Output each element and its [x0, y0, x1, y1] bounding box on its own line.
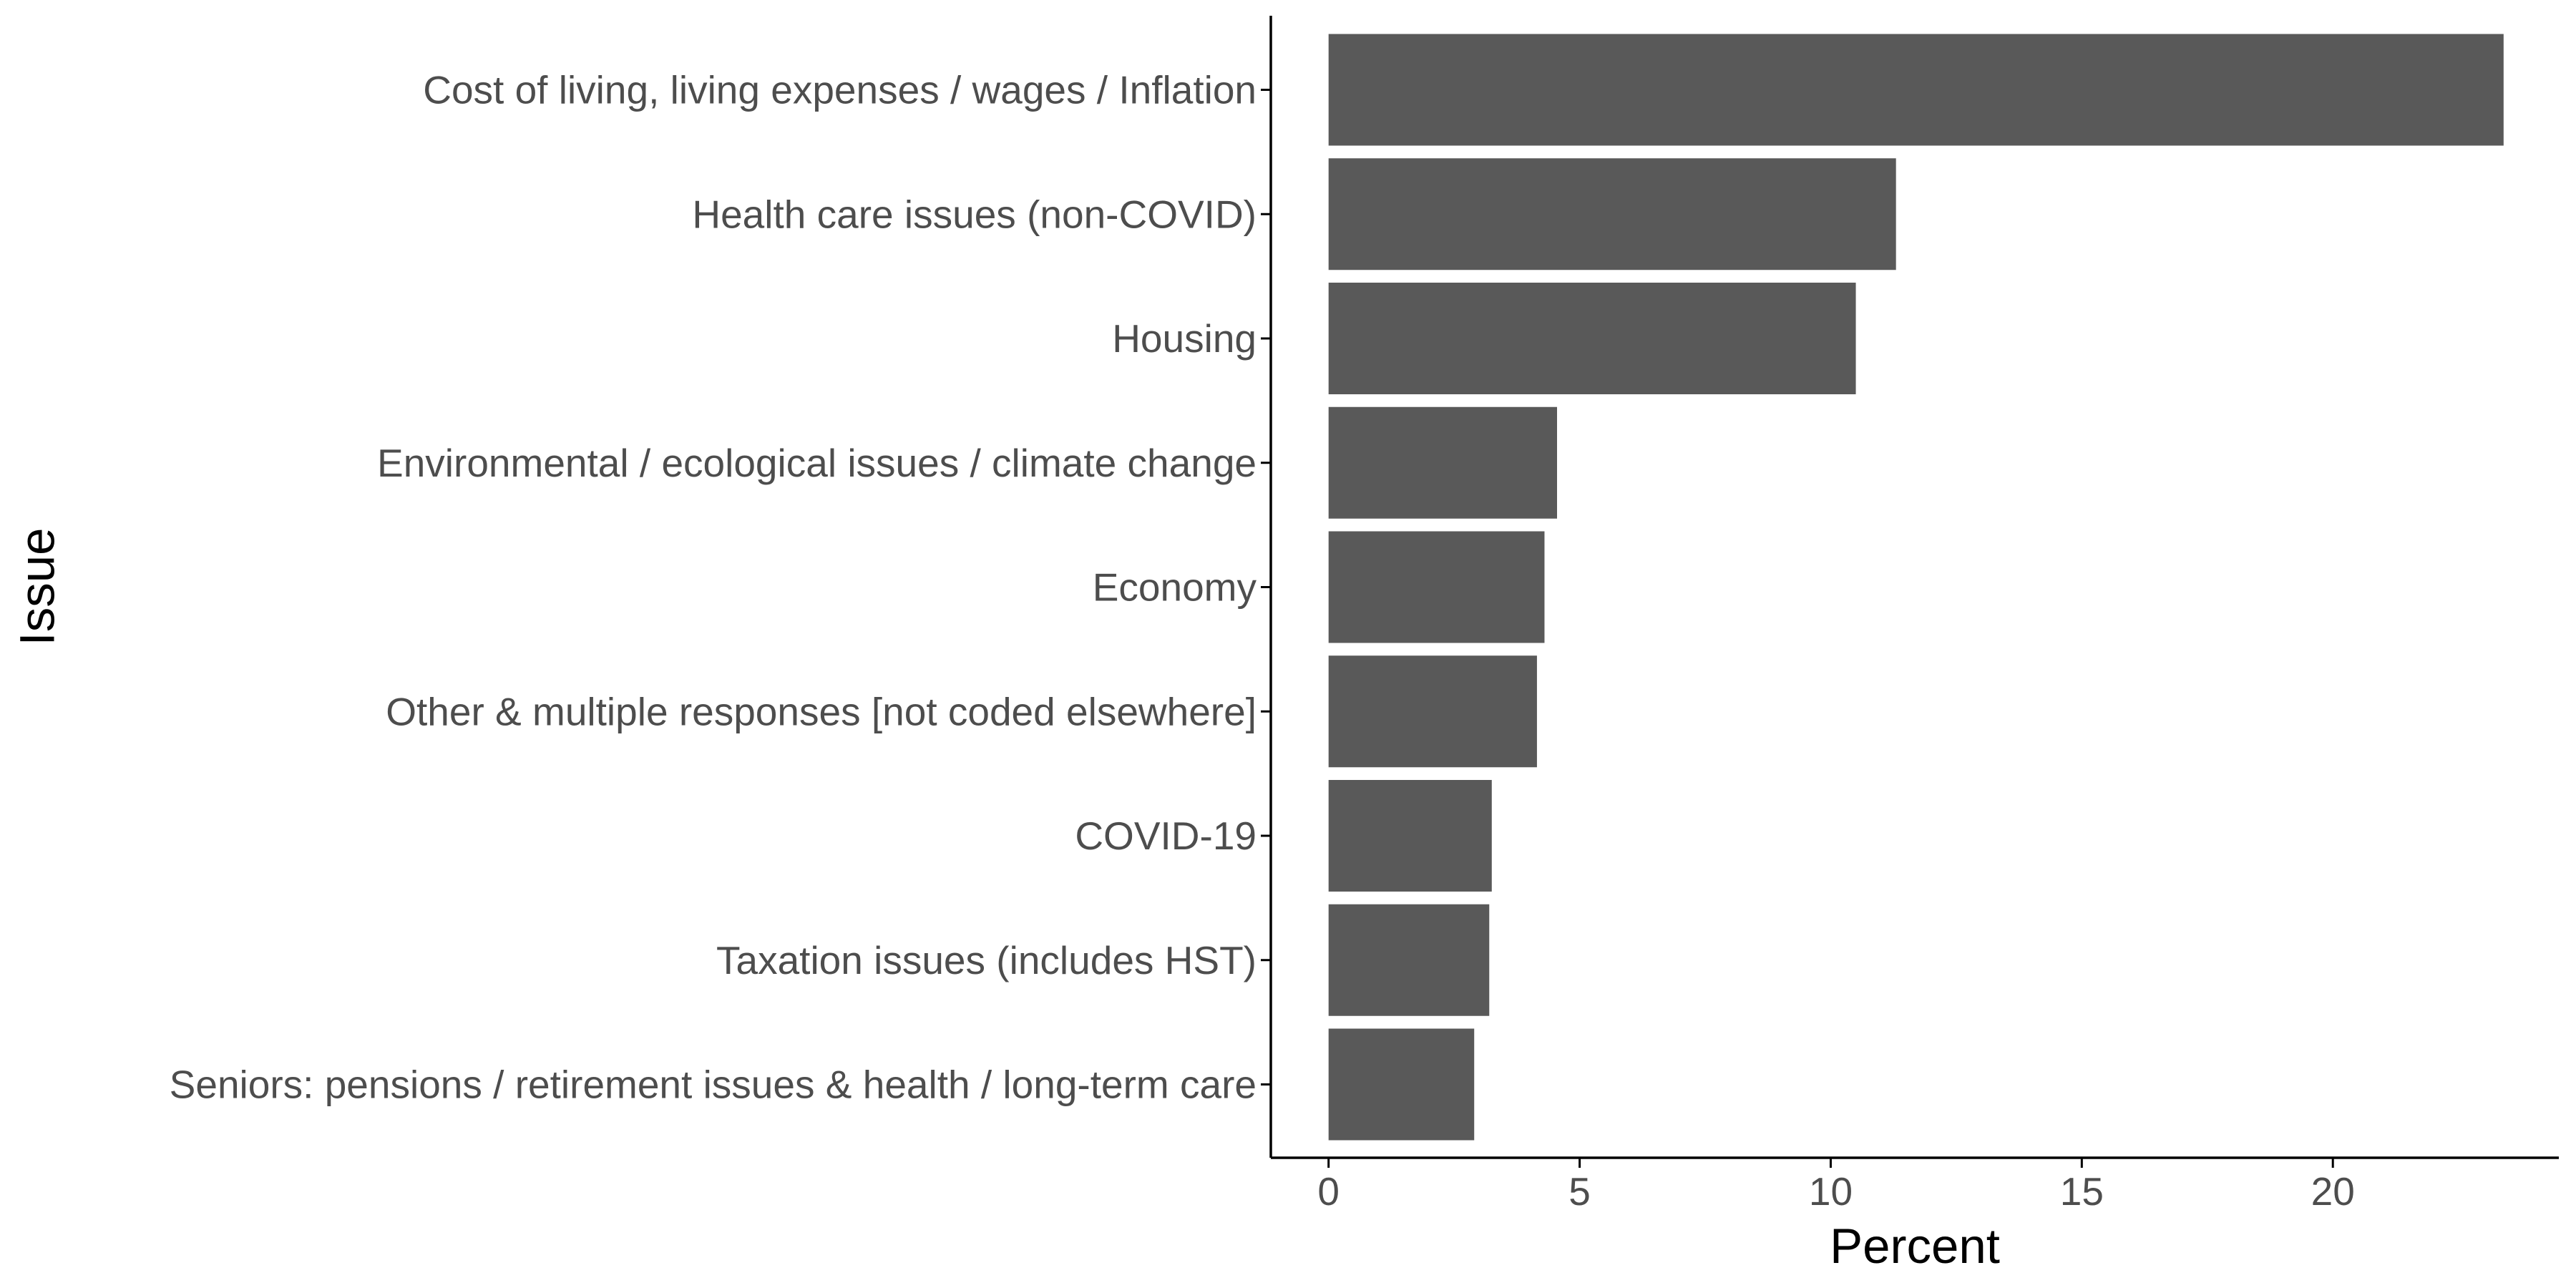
- y-axis-title: Issue: [10, 528, 65, 646]
- bar: [1328, 406, 1557, 519]
- x-tick-label: 15: [2060, 1169, 2104, 1214]
- category-label: Other & multiple responses [not coded el…: [386, 689, 1257, 733]
- bars-layer: [1328, 34, 2504, 1141]
- category-label: Taxation issues (includes HST): [716, 938, 1257, 982]
- bar: [1328, 1028, 1475, 1141]
- category-label: Environmental / ecological issues / clim…: [377, 441, 1257, 485]
- x-axis-title: Percent: [1830, 1219, 2000, 1274]
- category-label: Economy: [1093, 565, 1257, 610]
- category-label: COVID-19: [1075, 814, 1257, 858]
- category-label: Seniors: pensions / retirement issues & …: [170, 1063, 1257, 1107]
- axes-layer: [1261, 16, 2559, 1168]
- category-label: Cost of living, living expenses / wages …: [423, 68, 1257, 112]
- x-tick-label: 20: [2311, 1169, 2355, 1214]
- bar: [1328, 283, 1856, 394]
- bar: [1328, 904, 1490, 1016]
- bar: [1328, 531, 1545, 643]
- bar: [1328, 158, 1896, 270]
- bar: [1328, 34, 2504, 146]
- x-tick-label: 10: [1809, 1169, 1853, 1214]
- x-tick-label: 0: [1317, 1169, 1340, 1214]
- x-tick-label: 5: [1568, 1169, 1591, 1214]
- bar: [1328, 780, 1492, 892]
- bar: [1328, 655, 1537, 768]
- category-label: Health care issues (non-COVID): [692, 192, 1257, 236]
- labels-layer: Cost of living, living expenses / wages …: [170, 68, 2355, 1214]
- category-label: Housing: [1112, 316, 1257, 361]
